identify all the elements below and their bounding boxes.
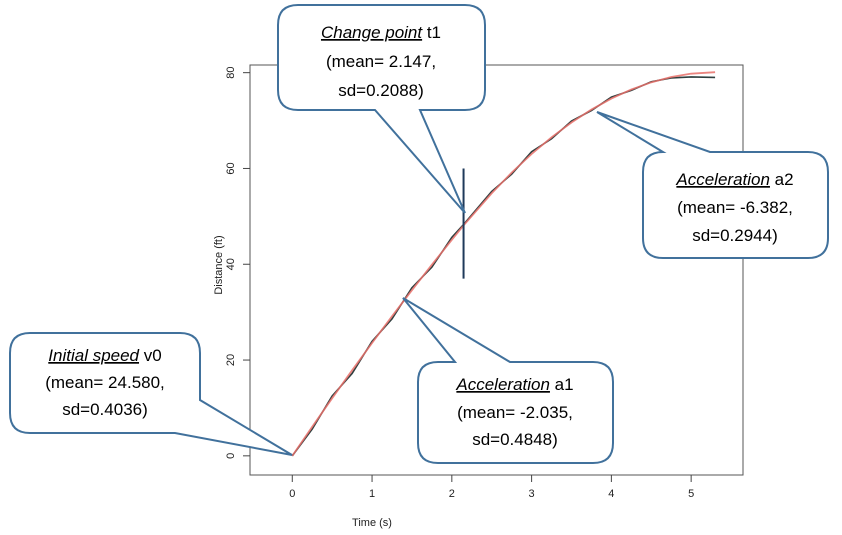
callout-symbol: t1	[422, 23, 441, 42]
x-tick-label: 3	[529, 488, 535, 500]
y-tick-label: 0	[225, 453, 237, 459]
x-axis-label: Time (s)	[352, 517, 392, 529]
callout: Acceleration a2 (mean= -6.382, sd=0.2944…	[596, 111, 829, 259]
callout-title: Acceleration a1	[455, 375, 573, 394]
callout-label: Acceleration	[455, 375, 550, 394]
callout-text: sd=0.2944)	[692, 226, 778, 245]
callout-shape	[596, 111, 829, 259]
callout-text: sd=0.2088)	[338, 81, 424, 100]
callout-text: sd=0.4036)	[62, 400, 148, 419]
x-tick-label: 2	[449, 488, 455, 500]
callout: Acceleration a1 (mean= -2.035, sd=0.4848…	[402, 297, 614, 464]
y-tick-label: 80	[225, 67, 237, 79]
callout-text: (mean= 2.147,	[326, 52, 436, 71]
callout-shape	[277, 4, 486, 214]
callout-text: sd=0.4848)	[472, 430, 558, 449]
callout: Initial speed v0 (mean= 24.580, sd=0.403…	[9, 332, 293, 456]
data-line	[291, 71, 716, 457]
x-tick-label: 1	[369, 488, 375, 500]
y-tick-label: 40	[225, 258, 237, 270]
callout-symbol: a2	[770, 170, 794, 189]
callout-text: (mean= -2.035,	[457, 403, 573, 422]
callout-label: Acceleration	[675, 170, 770, 189]
x-tick-label: 4	[608, 488, 614, 500]
callout-text: (mean= -6.382,	[677, 198, 793, 217]
callout-label: Initial speed	[48, 346, 139, 365]
callout-symbol: a1	[550, 375, 574, 394]
callout-title: Change point t1	[321, 23, 441, 42]
y-axis-label: Distance (ft)	[213, 235, 225, 294]
callout-title: Acceleration a2	[675, 170, 793, 189]
x-tick-label: 5	[688, 488, 694, 500]
callout-symbol: v0	[139, 346, 162, 365]
y-tick-label: 60	[225, 162, 237, 174]
callout: Change point t1 (mean= 2.147, sd=0.2088)	[277, 4, 486, 214]
callout-label: Change point	[321, 23, 423, 42]
callout-shape	[9, 332, 293, 456]
x-tick-label: 0	[289, 488, 295, 500]
plot-frame	[249, 64, 744, 476]
plot-area: 0 1 2 3 4 5 0 20 40 60 80	[225, 67, 716, 500]
callout-title: Initial speed v0	[48, 346, 161, 365]
y-tick-label: 20	[225, 354, 237, 366]
callout-text: (mean= 24.580,	[45, 373, 165, 392]
callout-shape	[402, 297, 614, 464]
